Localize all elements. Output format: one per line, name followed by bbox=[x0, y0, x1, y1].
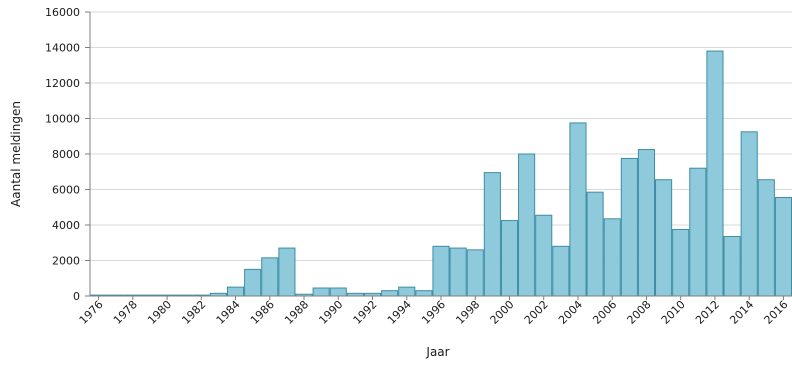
bar-2010 bbox=[672, 228, 690, 297]
x-tick-label: 2008 bbox=[625, 298, 654, 327]
x-tick-label: 1992 bbox=[351, 298, 380, 327]
bar-1987 bbox=[278, 247, 296, 297]
bar-2000 bbox=[500, 220, 519, 297]
bar-1996 bbox=[432, 245, 450, 297]
x-tick-label: 2014 bbox=[727, 298, 756, 327]
x-tick-label: 2016 bbox=[762, 298, 791, 327]
bar-2006 bbox=[603, 218, 621, 297]
x-tick-labels: 1976 1978 1980 1982 1984 1986 1988 1990 1992 1994… bbox=[77, 296, 791, 327]
x-tick-label: 1998 bbox=[453, 298, 482, 327]
bar-1990 bbox=[329, 287, 347, 297]
bar-2002 bbox=[535, 214, 553, 297]
bar-2016 bbox=[774, 196, 792, 297]
x-tick-label: 2010 bbox=[659, 298, 688, 327]
bar-1999 bbox=[483, 172, 501, 297]
bar-1985 bbox=[244, 268, 262, 297]
bar-1986 bbox=[261, 257, 279, 297]
bar-2003 bbox=[552, 245, 570, 297]
y-tick-labels: 0 2000 4000 6000 8000 10000 12000 14000 16000 bbox=[45, 6, 90, 303]
bars bbox=[90, 50, 792, 297]
y-tick-label: 4000 bbox=[52, 219, 80, 232]
bar-1989 bbox=[312, 287, 330, 297]
x-tick-label: 2012 bbox=[693, 298, 722, 327]
y-tick-label: 10000 bbox=[45, 113, 80, 126]
y-tick-label: 14000 bbox=[45, 42, 80, 55]
x-tick-label: 1994 bbox=[385, 298, 414, 327]
bar-2011 bbox=[689, 167, 707, 297]
bar-2009 bbox=[655, 179, 673, 297]
y-tick-label: 16000 bbox=[45, 6, 80, 19]
x-tick-label: 2000 bbox=[488, 298, 517, 327]
x-tick-label: 1986 bbox=[248, 298, 277, 327]
bar-2007 bbox=[620, 157, 638, 297]
bar-1998 bbox=[466, 249, 484, 297]
bar-2012 bbox=[706, 50, 724, 297]
x-tick-label: 2006 bbox=[590, 298, 619, 327]
bar-2005 bbox=[586, 191, 604, 297]
y-tick-label: 6000 bbox=[52, 184, 80, 197]
y-tick-label: 0 bbox=[73, 290, 80, 303]
x-tick-label: 1988 bbox=[282, 298, 311, 327]
bar-1997 bbox=[449, 247, 467, 297]
x-axis-title: Jaar bbox=[425, 345, 449, 359]
x-tick-label: 1996 bbox=[419, 298, 448, 327]
y-tick-label: 2000 bbox=[52, 255, 80, 268]
y-tick-label: 12000 bbox=[45, 77, 80, 90]
x-tick-label: 1982 bbox=[179, 298, 208, 327]
bar-2015 bbox=[757, 179, 775, 297]
bar-2014 bbox=[740, 131, 758, 297]
gridlines bbox=[90, 11, 792, 261]
x-tick-label: 1978 bbox=[111, 298, 140, 327]
x-tick-label: 1976 bbox=[77, 298, 106, 327]
bar-1995 bbox=[415, 290, 433, 297]
x-tick-label: 2002 bbox=[522, 298, 551, 327]
x-tick-label: 1990 bbox=[316, 298, 345, 327]
bar-1993 bbox=[381, 290, 399, 297]
bar-1984 bbox=[226, 286, 245, 297]
y-tick-label: 8000 bbox=[52, 148, 80, 161]
bar-2013 bbox=[723, 236, 741, 297]
x-tick-label: 1980 bbox=[145, 298, 174, 327]
y-axis-title: Aantal meldingen bbox=[9, 101, 23, 207]
bar-1994 bbox=[398, 286, 416, 297]
bar-2008 bbox=[637, 149, 656, 297]
bar-2004 bbox=[569, 122, 587, 297]
x-tick-label: 1984 bbox=[214, 298, 243, 327]
bar-2001 bbox=[518, 153, 536, 297]
x-tick-label: 2004 bbox=[556, 298, 585, 327]
